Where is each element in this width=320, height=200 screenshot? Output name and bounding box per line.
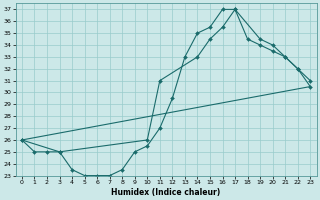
X-axis label: Humidex (Indice chaleur): Humidex (Indice chaleur) bbox=[111, 188, 221, 197]
